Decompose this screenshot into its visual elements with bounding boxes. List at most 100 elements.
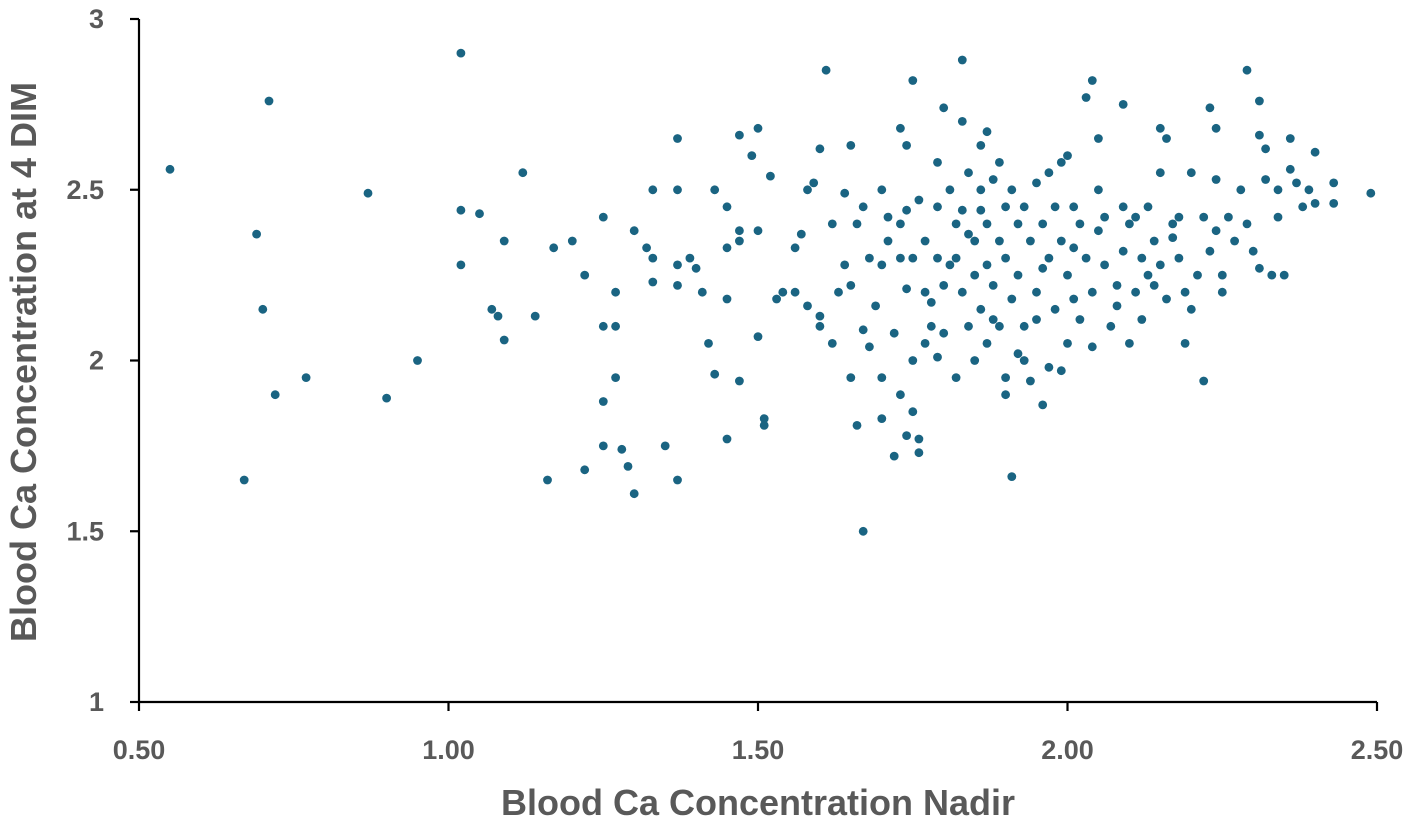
data-point bbox=[988, 281, 998, 290]
data-point bbox=[722, 434, 732, 444]
data-point bbox=[908, 253, 918, 263]
data-point bbox=[617, 444, 627, 454]
data-point bbox=[543, 475, 552, 485]
data-point bbox=[1063, 270, 1072, 280]
data-point bbox=[1168, 219, 1178, 229]
data-point bbox=[846, 373, 856, 382]
data-point bbox=[1131, 287, 1140, 297]
data-point bbox=[920, 236, 930, 246]
data-point bbox=[735, 130, 744, 140]
data-point bbox=[877, 373, 887, 382]
data-point bbox=[1211, 226, 1221, 236]
data-point bbox=[803, 301, 812, 311]
y-tick-label: 2.5 bbox=[66, 175, 104, 205]
data-point bbox=[1162, 134, 1171, 143]
data-point bbox=[1026, 376, 1035, 386]
data-point bbox=[1069, 243, 1079, 253]
data-point bbox=[722, 243, 732, 253]
data-point bbox=[865, 342, 874, 352]
data-point bbox=[988, 315, 998, 324]
data-point bbox=[908, 407, 918, 417]
data-point bbox=[933, 352, 942, 362]
data-point bbox=[642, 243, 651, 253]
data-point bbox=[834, 287, 843, 297]
data-point bbox=[1026, 236, 1035, 246]
data-point bbox=[673, 475, 682, 485]
y-tick-label: 1 bbox=[89, 687, 104, 717]
data-point bbox=[1001, 202, 1010, 212]
data-point bbox=[1094, 226, 1103, 236]
data-point bbox=[1063, 151, 1072, 161]
data-point bbox=[1001, 390, 1010, 400]
x-tick-label: 2.50 bbox=[1351, 735, 1404, 765]
data-point bbox=[840, 188, 850, 198]
data-point bbox=[920, 287, 930, 297]
data-point bbox=[704, 339, 713, 348]
data-point bbox=[673, 185, 682, 195]
data-point bbox=[1087, 287, 1097, 297]
data-point bbox=[1019, 321, 1029, 331]
data-point bbox=[1013, 270, 1023, 280]
data-point bbox=[995, 236, 1004, 246]
data-point bbox=[988, 175, 998, 184]
data-point bbox=[796, 229, 806, 239]
x-tick-label: 0.50 bbox=[113, 735, 166, 765]
data-point bbox=[902, 431, 911, 440]
data-point bbox=[772, 294, 781, 304]
data-point bbox=[1032, 287, 1041, 297]
data-point bbox=[499, 335, 509, 345]
data-point bbox=[902, 205, 911, 215]
data-point bbox=[1094, 134, 1103, 143]
data-point bbox=[1001, 253, 1010, 263]
data-point bbox=[1007, 294, 1017, 304]
x-tick-label: 2.00 bbox=[1041, 735, 1094, 765]
data-point bbox=[252, 229, 261, 239]
data-point bbox=[258, 304, 268, 314]
data-point bbox=[1329, 199, 1339, 208]
data-point bbox=[1050, 304, 1060, 314]
data-point bbox=[382, 393, 391, 403]
y-tick-label: 1.5 bbox=[66, 516, 104, 546]
data-point bbox=[753, 226, 763, 236]
data-point bbox=[598, 321, 608, 331]
data-point bbox=[877, 185, 887, 195]
data-point bbox=[611, 321, 620, 331]
data-point bbox=[165, 164, 175, 174]
data-point bbox=[1087, 76, 1097, 85]
data-point bbox=[1211, 123, 1221, 133]
axes bbox=[137, 19, 1377, 704]
data-point bbox=[827, 339, 837, 348]
data-point bbox=[1100, 212, 1109, 222]
data-point bbox=[1162, 294, 1171, 304]
data-point bbox=[933, 158, 942, 167]
data-point bbox=[1081, 253, 1091, 263]
data-point bbox=[1044, 168, 1054, 178]
data-point bbox=[1205, 246, 1215, 256]
data-point bbox=[1032, 315, 1041, 324]
data-point bbox=[1143, 202, 1153, 212]
data-point bbox=[976, 304, 986, 314]
data-point bbox=[580, 270, 590, 280]
data-point bbox=[1075, 315, 1085, 324]
data-point bbox=[363, 188, 373, 198]
data-point bbox=[722, 202, 732, 212]
data-point bbox=[1118, 202, 1128, 212]
data-point bbox=[1044, 253, 1054, 263]
data-point bbox=[957, 287, 967, 297]
data-point bbox=[1155, 168, 1165, 178]
data-point bbox=[1056, 366, 1066, 376]
y-tick-label: 2 bbox=[89, 346, 104, 376]
data-point bbox=[766, 171, 775, 181]
data-point bbox=[790, 287, 800, 297]
data-point bbox=[710, 185, 720, 195]
data-point bbox=[1255, 263, 1264, 273]
data-point bbox=[598, 441, 608, 451]
data-point bbox=[1019, 202, 1029, 212]
data-point bbox=[1149, 281, 1159, 290]
data-point bbox=[1186, 304, 1196, 314]
data-point bbox=[852, 219, 862, 229]
data-point bbox=[1217, 270, 1227, 280]
data-point bbox=[896, 253, 905, 263]
data-point bbox=[976, 205, 986, 215]
data-point bbox=[970, 356, 980, 365]
